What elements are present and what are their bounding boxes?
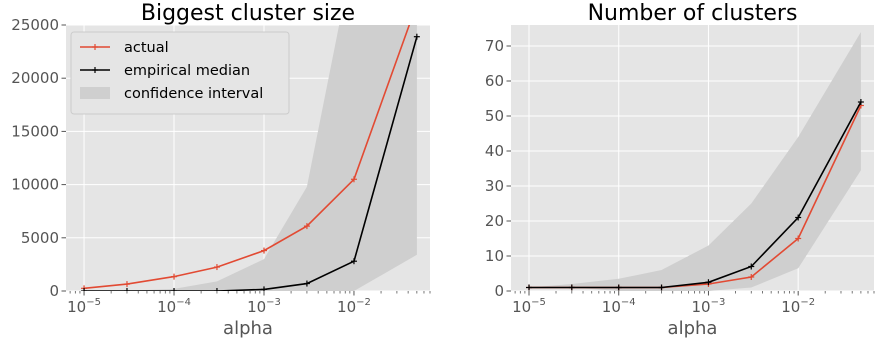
legend-item: confidence interval [80, 86, 263, 102]
chart-title: Biggest cluster size [141, 1, 355, 26]
confidence-band [529, 32, 861, 291]
data-point [857, 99, 864, 105]
x-tick-label: 10−2 [781, 297, 815, 316]
confidence-band [84, 25, 417, 291]
x-tick-label: 10−5 [67, 297, 101, 316]
data-point [213, 264, 220, 271]
chart-2: 10−5 10−4 10−3 10−2 0 10 20 30 40 50 60 70 Number of… [485, 1, 875, 339]
series-line-2 [529, 101, 862, 289]
chart-1: 10−5 10−4 10−3 10−2 0 5000 10000 15000 20000 2500… [11, 1, 431, 339]
data-point [303, 280, 310, 287]
series-line-1 [84, 25, 411, 290]
chart-title: Number of clusters [588, 1, 798, 26]
y-tick-label: 70 [485, 37, 504, 55]
x-tick-label: 10−2 [337, 297, 371, 316]
y-tick-label: 5000 [21, 229, 59, 247]
y-tick-label: 0 [494, 282, 504, 300]
y-tick-label: 15000 [11, 122, 59, 140]
data-point [213, 288, 220, 291]
data-point [568, 284, 575, 291]
data-point [81, 288, 88, 291]
y-tick-label: 60 [485, 72, 504, 90]
data-point [414, 1, 420, 7]
data-point [795, 214, 802, 221]
legend: actual empirical median confidence interva… [70, 31, 290, 115]
data-point [658, 284, 665, 291]
y-tick-label: 20000 [11, 69, 59, 87]
data-point [748, 263, 755, 270]
x-tick-label: 10−5 [512, 297, 546, 316]
y-tick-label: 10 [485, 247, 504, 265]
x-tick-label: 10−4 [602, 297, 636, 316]
legend-box [70, 31, 290, 115]
x-tick-label: 10−4 [157, 297, 191, 316]
data-point [123, 281, 130, 288]
legend-item: empirical median [80, 63, 250, 79]
y-tick-label: 25000 [11, 16, 59, 34]
y-tick-label: 40 [485, 142, 504, 160]
data-point [350, 258, 357, 265]
data-point [705, 279, 712, 286]
data-point [795, 235, 802, 242]
data-point [260, 247, 267, 254]
y-tick-label: 20 [485, 212, 504, 230]
data-point [526, 284, 533, 291]
data-point [748, 274, 755, 280]
x-axis-label: alpha [668, 318, 718, 339]
series-line-2 [84, 36, 418, 291]
data-point [413, 33, 420, 40]
y-tick-label: 30 [485, 177, 504, 195]
y-tick-label: 10000 [11, 176, 59, 194]
data-point [303, 223, 310, 230]
data-point [615, 284, 622, 291]
legend-label: empirical median [124, 63, 250, 79]
legend-label: confidence interval [124, 86, 263, 102]
data-point [171, 273, 178, 280]
x-axis-label: alpha [223, 318, 273, 339]
legend-item: actual [80, 40, 169, 56]
x-tick-label: 10−3 [692, 297, 726, 316]
plot-content [81, 1, 420, 291]
plot-content [526, 32, 864, 291]
data-point [350, 176, 357, 183]
data-point [123, 288, 130, 291]
legend-label: actual [124, 40, 169, 56]
x-tick-label: 10−3 [247, 297, 281, 316]
data-point [260, 286, 267, 291]
y-tick-label: 0 [49, 282, 59, 300]
legend-swatch [80, 87, 110, 99]
y-tick-label: 50 [485, 107, 504, 125]
data-point [171, 288, 178, 291]
